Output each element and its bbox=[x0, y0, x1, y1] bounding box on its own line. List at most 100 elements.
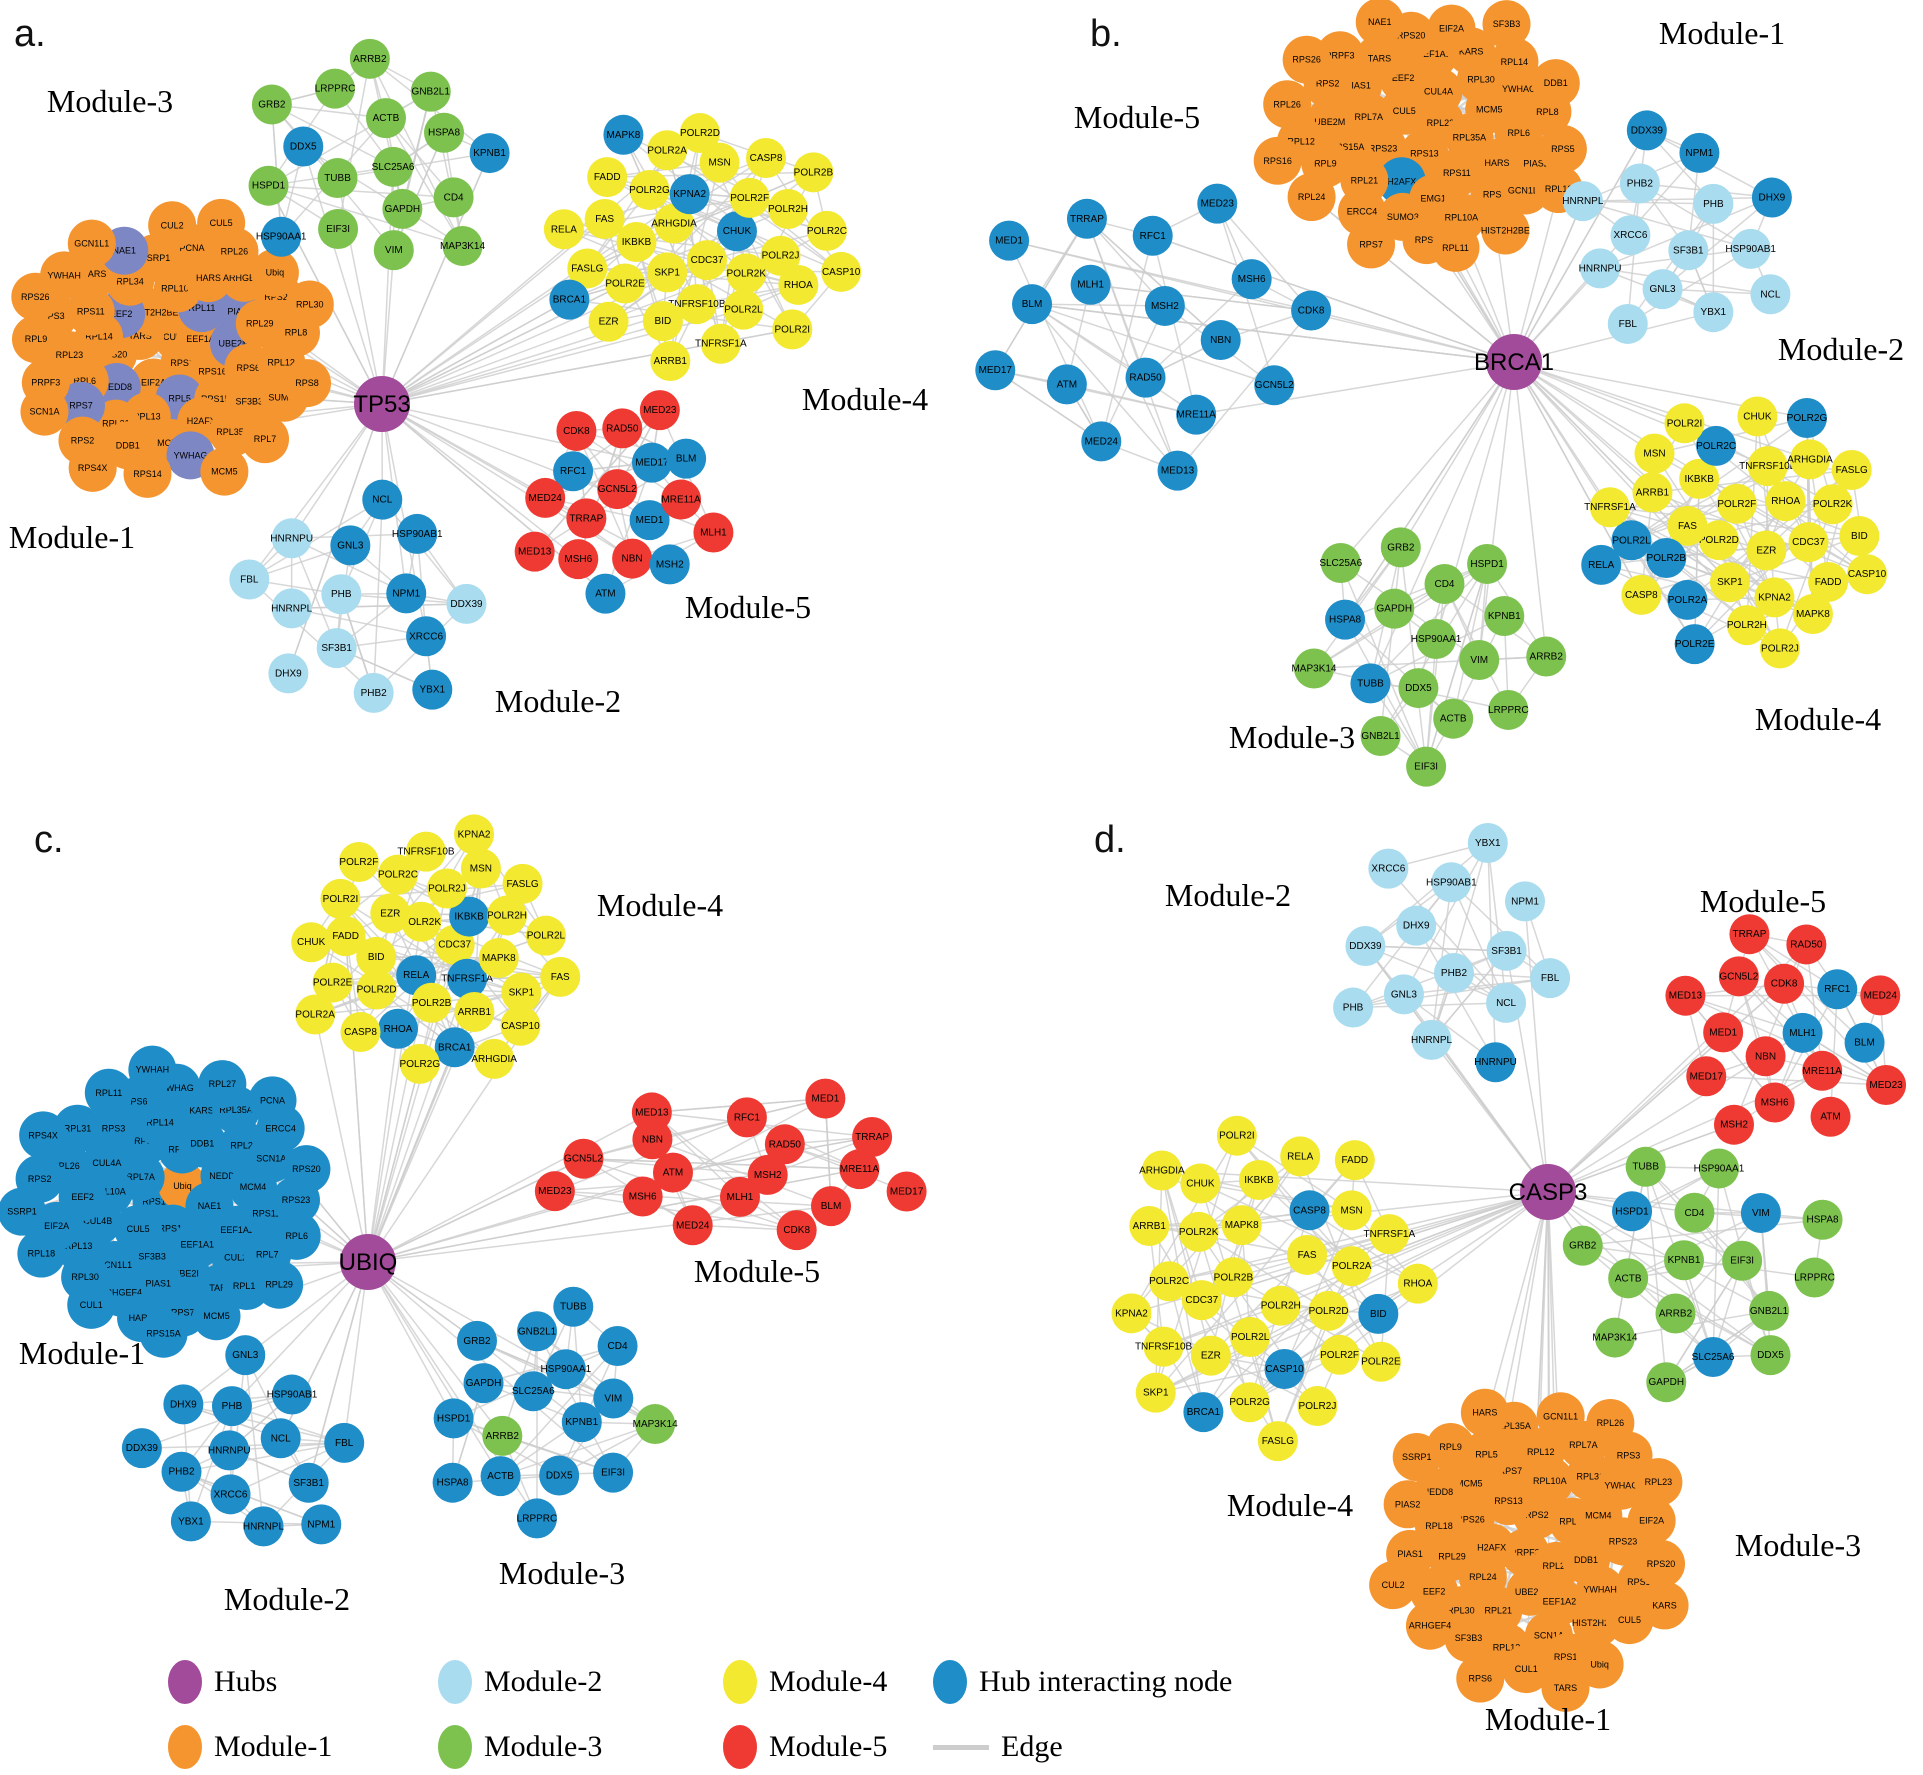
node-label: RPS16 bbox=[1554, 1652, 1583, 1662]
node-label: ARHGDIA bbox=[1139, 1166, 1185, 1177]
node-label: POLR2G bbox=[629, 185, 670, 196]
node-circle-NCL bbox=[362, 479, 403, 520]
node-label: SF3B1 bbox=[1491, 946, 1522, 957]
node-circle-PHB2 bbox=[1433, 952, 1474, 993]
edge bbox=[651, 1111, 798, 1231]
edge bbox=[1718, 539, 1781, 649]
node-label: CDC37 bbox=[691, 255, 724, 266]
node-label: POLR2B bbox=[412, 998, 452, 1009]
node-label: UBE2M bbox=[1515, 1587, 1546, 1597]
node-label: RPL6 bbox=[73, 376, 96, 386]
node-TNFRSF10B: TNFRSF10B bbox=[1135, 1326, 1192, 1367]
node-label: POLR2F bbox=[1717, 499, 1756, 510]
node-XRCC6: XRCC6 bbox=[1368, 848, 1409, 889]
edge bbox=[271, 103, 394, 168]
node-label: CHUK bbox=[297, 937, 326, 948]
node-circle-MED17 bbox=[886, 1171, 927, 1212]
hub-edge bbox=[381, 255, 781, 405]
node-label: YWHAH bbox=[1583, 1585, 1617, 1595]
node-label: KARS bbox=[189, 1105, 214, 1115]
node-circle-MED23 bbox=[534, 1171, 575, 1212]
node-label: RPS14 bbox=[133, 469, 162, 479]
edge bbox=[1706, 1075, 1887, 1086]
node-circle-MSN bbox=[699, 142, 740, 183]
node-circle-VIM bbox=[1459, 639, 1500, 680]
node-POLR2L: POLR2L bbox=[1611, 520, 1652, 561]
node-label: ACTB bbox=[373, 113, 400, 124]
node-label: SKP1 bbox=[1717, 577, 1743, 588]
node-RFC1: RFC1 bbox=[1132, 215, 1173, 256]
node-circle-POLR2I bbox=[1664, 403, 1705, 444]
node-BRCA1: BRCA1 bbox=[1183, 1392, 1224, 1433]
node-circle-HSP90AA1 bbox=[1698, 1148, 1739, 1189]
node-label: RPL12 bbox=[267, 357, 295, 367]
node-EIF2A: EIF2A bbox=[1627, 1496, 1676, 1545]
node-circle-GAPDH bbox=[463, 1363, 504, 1404]
node-POLR2A: POLR2A bbox=[295, 994, 335, 1035]
node-label: DDX5 bbox=[1757, 1350, 1784, 1361]
node-circle-RPS16 bbox=[1253, 136, 1302, 185]
node-ARRB1: ARRB1 bbox=[650, 341, 691, 382]
node-circle-NBN bbox=[1745, 1036, 1786, 1077]
hub-edge bbox=[1513, 361, 1811, 461]
node-circle-POLR2K bbox=[401, 901, 442, 942]
edge bbox=[291, 537, 407, 595]
node-label: RPS15A bbox=[201, 394, 236, 404]
node-label: RPS11 bbox=[252, 1209, 280, 1219]
node-label: KARS bbox=[82, 269, 107, 279]
node-TNFRSF10B: TNFRSF10B bbox=[668, 284, 726, 325]
node-label: RPL14 bbox=[85, 332, 113, 342]
node-label: RPS26 bbox=[1292, 55, 1321, 65]
node-HIST2H2BE: HIST2H2BE bbox=[1481, 206, 1530, 255]
node-label: POLR2L bbox=[1231, 1332, 1270, 1343]
node-label: NCL bbox=[271, 1433, 291, 1444]
node-circle-EIF3I bbox=[1722, 1240, 1763, 1281]
node-ATM: ATM bbox=[652, 1152, 693, 1193]
node-label: GAPDH bbox=[1377, 604, 1413, 615]
node-circle-BLM bbox=[811, 1186, 852, 1227]
node-SLC25A6: SLC25A6 bbox=[1692, 1336, 1735, 1377]
node-circle-DDX39 bbox=[1626, 110, 1667, 151]
node-DDX39: DDX39 bbox=[446, 583, 487, 624]
node-circle-RPL24 bbox=[1287, 173, 1336, 222]
node-HNRNPL: HNRNPL bbox=[1562, 181, 1604, 222]
node-label: IKBKB bbox=[622, 237, 652, 248]
node-label: NCL bbox=[1496, 998, 1516, 1009]
node-label: MLH1 bbox=[1077, 280, 1104, 291]
node-circle-HSP90AA1 bbox=[1416, 618, 1457, 659]
node-label: EMG1 bbox=[1420, 194, 1446, 204]
node-label: POLR2K bbox=[727, 268, 767, 279]
node-TUBB: TUBB bbox=[1625, 1146, 1666, 1187]
node-GCN5L2: GCN5L2 bbox=[1254, 365, 1295, 406]
node-label: ARRB1 bbox=[1636, 487, 1670, 498]
edge bbox=[1582, 196, 1772, 202]
node-label: RPL26 bbox=[1273, 99, 1301, 109]
node-label: VIM bbox=[1752, 1208, 1770, 1219]
node-label: MSH2 bbox=[1720, 1120, 1748, 1131]
node-circle-HSP90AA1 bbox=[261, 216, 302, 257]
edge bbox=[536, 1330, 656, 1425]
node-circle-POLR2E bbox=[312, 962, 353, 1003]
node-label: TUBB bbox=[560, 1302, 587, 1313]
node-label: MCM5 bbox=[211, 467, 238, 477]
node-GCN5L2: GCN5L2 bbox=[563, 1138, 604, 1179]
node-label: NEDD8 bbox=[101, 382, 132, 392]
node-FAS: FAS bbox=[1287, 1234, 1328, 1275]
node-EZR: EZR bbox=[1190, 1335, 1231, 1376]
hub-edge bbox=[381, 308, 744, 405]
hub-edge bbox=[1400, 361, 1515, 548]
node-label: MAP3K14 bbox=[1592, 1333, 1637, 1344]
node-label: POLR2K bbox=[1813, 499, 1853, 510]
edge bbox=[994, 369, 1102, 443]
node-label: KARS bbox=[1652, 1600, 1677, 1610]
node-ATM: ATM bbox=[585, 573, 626, 614]
node-circle-MSH6 bbox=[1231, 259, 1272, 300]
node-circle-MCM5 bbox=[200, 447, 249, 496]
node-DHX9: DHX9 bbox=[163, 1384, 204, 1425]
node-circle-MED23 bbox=[1197, 183, 1238, 224]
node-RPL26: RPL26 bbox=[1263, 80, 1312, 129]
node-label: UBE2M bbox=[219, 339, 250, 349]
node-circle-POLR2F bbox=[729, 177, 770, 218]
node-PCNA: PCNA bbox=[248, 1076, 297, 1125]
edge bbox=[1400, 547, 1427, 767]
